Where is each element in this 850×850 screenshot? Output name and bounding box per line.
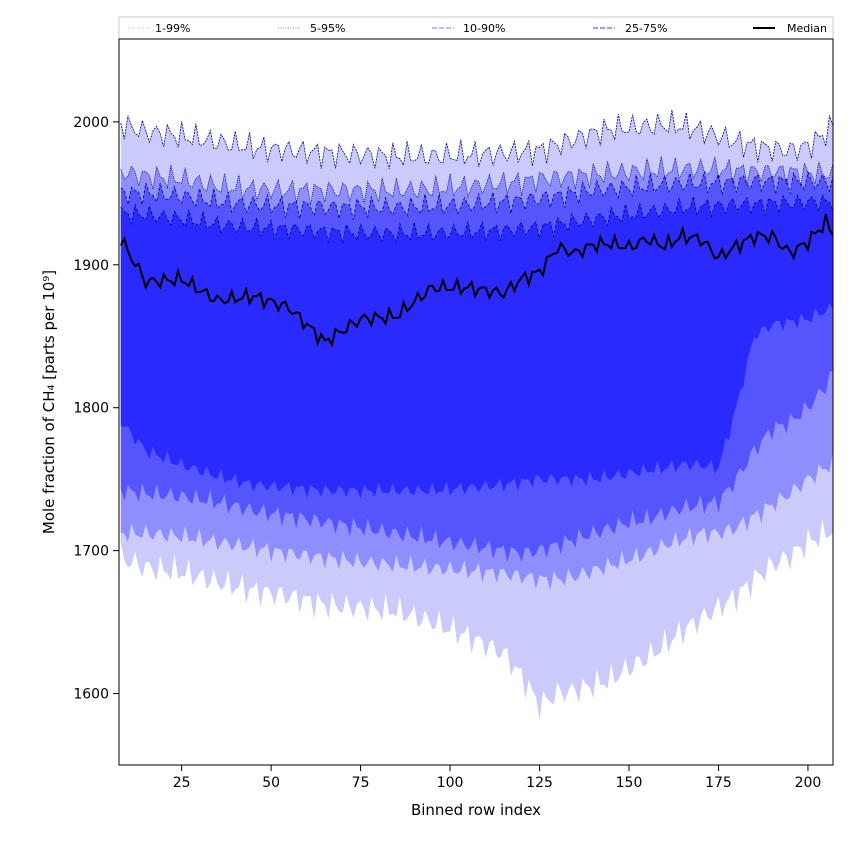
x-tick-label: 175 <box>705 775 732 791</box>
legend-label: 1-99% <box>155 22 190 35</box>
y-tick-label: 2000 <box>73 115 109 131</box>
x-tick-label: 125 <box>526 775 553 791</box>
band-25-75 <box>120 194 833 498</box>
x-axis: 25 50 75 100 125 150 175 200 <box>173 765 822 791</box>
x-tick-label: 200 <box>795 775 822 791</box>
x-tick-label: 100 <box>437 775 464 791</box>
x-axis-label: Binned row index <box>411 801 541 819</box>
x-tick-label: 75 <box>352 775 370 791</box>
edge-p90 <box>120 171 833 220</box>
legend-label: 5-95% <box>310 22 345 35</box>
x-tick-label: 25 <box>173 775 191 791</box>
edge-p95 <box>120 156 833 205</box>
x-tick-label: 50 <box>262 775 280 791</box>
edge-p75 <box>120 193 833 244</box>
x-tick-label: 150 <box>616 775 643 791</box>
y-axis: 1600 1700 1800 1900 2000 <box>73 115 119 703</box>
legend: 1-99% 5-95% 10-90% 25-75% Median <box>118 16 834 40</box>
legend-label: Median <box>787 22 827 35</box>
edge-p99 <box>120 109 833 169</box>
y-tick-label: 1700 <box>73 544 109 560</box>
y-axis-label: Mole fraction of CH₄ [parts per 10⁹] <box>40 270 58 534</box>
y-tick-label: 1800 <box>73 401 109 417</box>
y-tick-label: 1900 <box>73 258 109 274</box>
band-layer <box>120 109 833 721</box>
y-tick-label: 1600 <box>73 687 109 703</box>
legend-label: 10-90% <box>463 22 505 35</box>
median-layer <box>119 213 833 348</box>
legend-label: 25-75% <box>625 22 667 35</box>
median-line <box>119 213 833 348</box>
plot-frame <box>118 38 834 766</box>
